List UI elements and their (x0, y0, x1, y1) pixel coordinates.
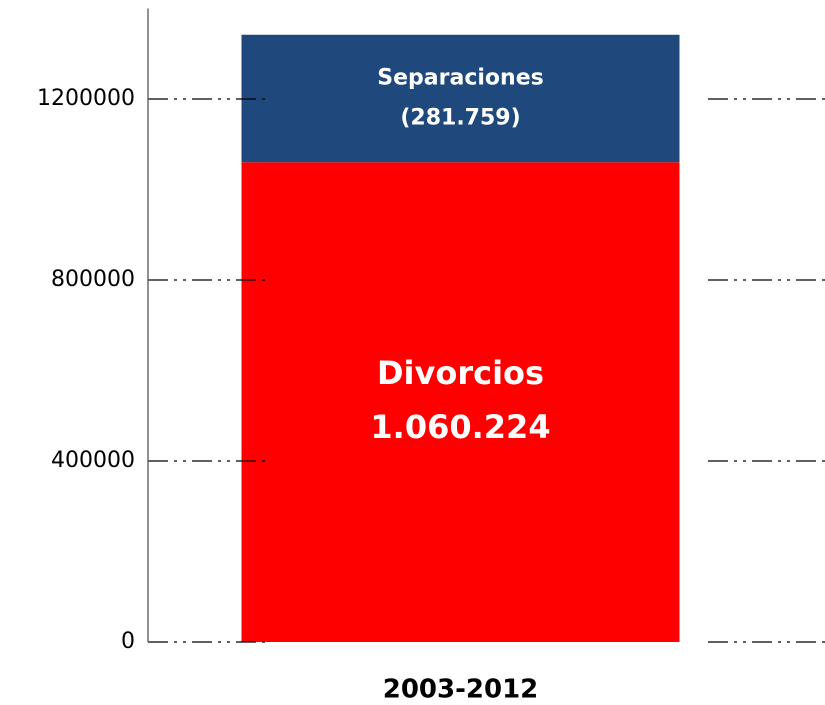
y-tick-label: 800000 (51, 267, 135, 292)
series-label: Divorcios (377, 354, 544, 392)
y-tick-label: 0 (121, 629, 135, 654)
series-label: Separaciones (377, 66, 543, 91)
bar-segment (241, 34, 680, 163)
y-tick-label: 1200000 (37, 86, 135, 111)
value-label: (281.759) (400, 106, 520, 131)
value-label: 1.060.224 (370, 408, 550, 446)
x-tick-label: 2003-2012 (383, 675, 539, 705)
bar-segment (241, 162, 680, 642)
y-tick-label: 400000 (51, 448, 135, 473)
